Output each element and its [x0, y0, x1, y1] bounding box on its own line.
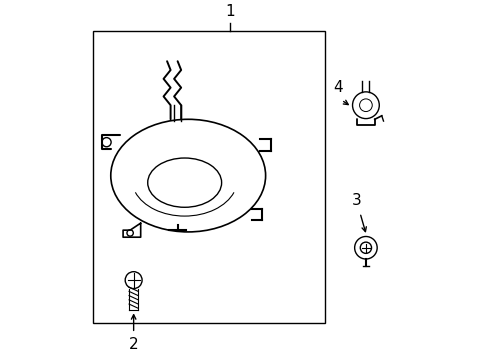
- Text: 4: 4: [332, 80, 342, 95]
- Text: 2: 2: [128, 337, 138, 352]
- Text: 1: 1: [225, 4, 235, 19]
- Text: 3: 3: [351, 193, 361, 208]
- Bar: [93, 31, 325, 323]
